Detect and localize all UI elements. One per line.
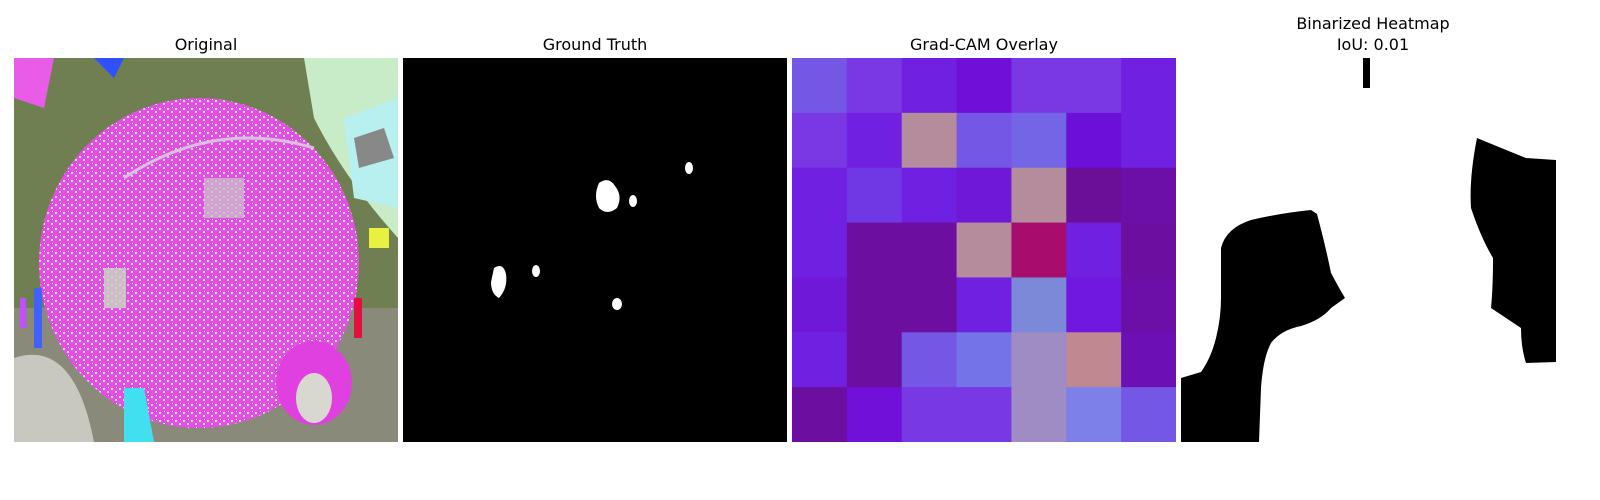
gradcam-cell: [1066, 387, 1122, 442]
gradcam-cell: [1011, 58, 1067, 114]
gradcam-cell: [956, 277, 1012, 333]
binarized-heatmap: [1181, 58, 1565, 442]
gradcam-cell: [1121, 167, 1176, 224]
gradcam-cell: [846, 112, 903, 169]
gradcam-cell: [956, 58, 1012, 114]
gradcam-cell: [1121, 277, 1176, 333]
gradcam-cell: [1066, 332, 1122, 388]
gradcam-cell: [956, 167, 1012, 224]
gradcam-cell: [1011, 167, 1067, 224]
gradcam-cell: [1066, 112, 1122, 169]
gradcam-cell: [1121, 387, 1176, 442]
gradcam-cell: [1121, 222, 1176, 278]
gradcam-cell: [1066, 167, 1122, 224]
gradcam-cell: [846, 332, 903, 388]
gradcam-cell: [901, 167, 958, 224]
gradcam-cell: [792, 277, 848, 333]
binarized-title-block: Binarized Heatmap IoU: 0.01: [1181, 13, 1565, 55]
gradcam-overlay: [792, 58, 1176, 442]
gradcam-title: Grad-CAM Overlay: [910, 35, 1058, 54]
gradcam-cell: [1011, 277, 1067, 333]
gradcam-cell: [792, 222, 848, 278]
original-title: Original: [174, 35, 238, 54]
gradcam-cell: [846, 58, 903, 114]
gradcam-cell: [901, 277, 958, 333]
gradcam-cell: [956, 387, 1012, 442]
gradcam-cell: [846, 277, 903, 333]
gradcam-cell: [901, 332, 958, 388]
gradcam-cell: [956, 112, 1012, 169]
gradcam-cell: [1011, 112, 1067, 169]
gradcam-cell: [1066, 58, 1122, 114]
gradcam-cell: [792, 332, 848, 388]
gradcam-cell: [901, 222, 958, 278]
gradcam-cell: [792, 387, 848, 442]
binarized-title: Binarized Heatmap: [1296, 14, 1450, 33]
gradcam-cell: [901, 58, 958, 114]
gradcam-cell: [1011, 222, 1067, 278]
gradcam-cell: [1066, 277, 1122, 333]
gradcam-cell: [901, 112, 958, 169]
gradcam-cell: [956, 332, 1012, 388]
gradcam-cell: [956, 222, 1012, 278]
gradcam-cell: [1121, 332, 1176, 388]
gradcam-cell: [792, 167, 848, 224]
gradcam-cell: [792, 112, 848, 169]
gradcam-cell: [846, 167, 903, 224]
gradcam-cell: [846, 387, 903, 442]
original-image: [14, 58, 398, 442]
gradcam-cell: [792, 58, 848, 114]
gradcam-cell: [1011, 387, 1067, 442]
gradcam-cell: [846, 222, 903, 278]
ground-truth-mask: [403, 58, 787, 442]
gradcam-cell: [1121, 58, 1176, 114]
gradcam-cell: [1011, 332, 1067, 388]
gradcam-cell: [1121, 112, 1176, 169]
gradcam-cell: [1066, 222, 1122, 278]
gradcam-cell: [901, 387, 958, 442]
iou-score: IoU: 0.01: [1336, 35, 1410, 54]
ground-truth-title: Ground Truth: [542, 35, 648, 54]
